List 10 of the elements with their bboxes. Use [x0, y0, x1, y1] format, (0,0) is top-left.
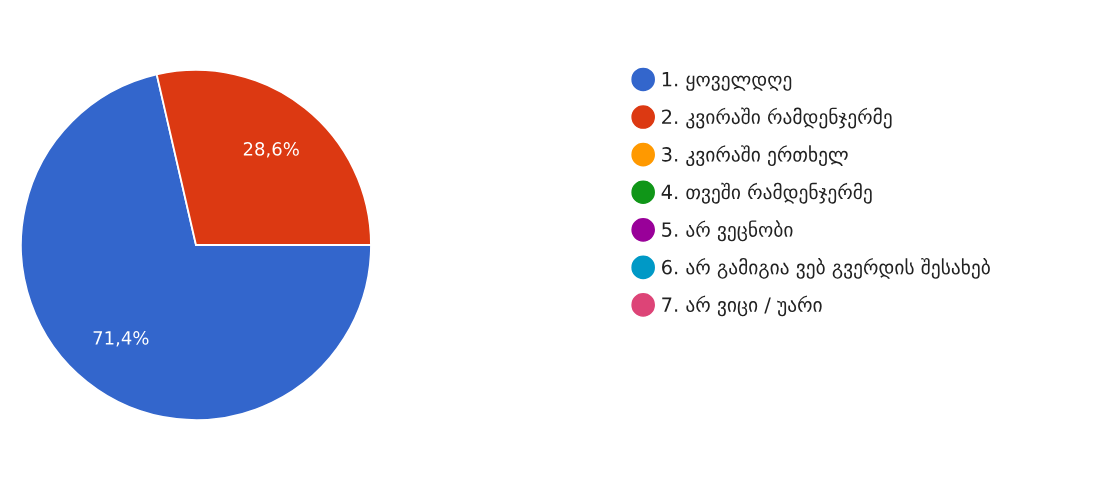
pie-slice: [20, 73, 372, 421]
legend-label: 2. კვირაში რამდენჯერმე: [662, 107, 892, 129]
legend-label: 3. კვირაში ერთხელ: [662, 145, 848, 167]
legend-label: 5. არ ვეცნობი: [662, 220, 793, 242]
legend-label: 6. არ გამიგია ვებ გვერდის შესახებ: [662, 257, 990, 279]
data-label: 28,6%: [243, 142, 299, 158]
legend-label: 1. ყოველდღე: [662, 72, 792, 91]
legend-label: 4. თვეში რამდენჯერმე: [661, 182, 872, 204]
legend-label: 7. არ ვიცი / უარი: [662, 295, 822, 317]
data-label: 71,4%: [93, 331, 149, 347]
